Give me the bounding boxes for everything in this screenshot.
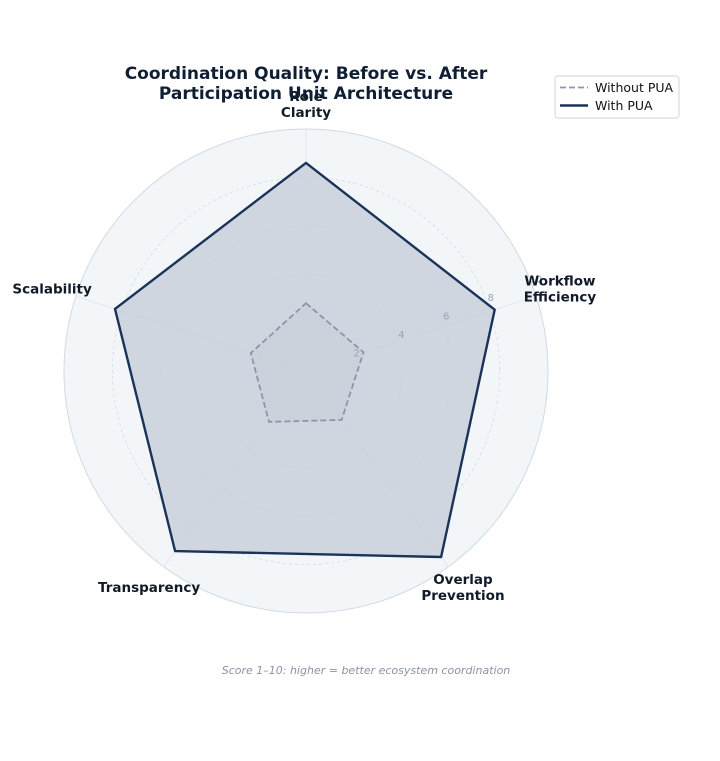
series-fill-with-pua: [115, 162, 495, 557]
series-layer: [113, 161, 496, 559]
series-line-with-pua: [113, 161, 496, 559]
tick-labels: 2 4 6 8 10: [354, 274, 542, 359]
axis-label-workflow-efficiency: Workflow Efficiency: [524, 273, 597, 305]
axis-label-transparency: Transparency: [98, 580, 200, 596]
series-line-without-pua: [249, 302, 365, 423]
axis-label-role-clarity: Role Clarity: [281, 89, 331, 121]
tick-label-2: 2: [354, 348, 360, 359]
chart-footnote: Score 1–10: higher = better ecosystem co…: [222, 664, 511, 677]
chart-title: Coordination Quality: Before vs. After Pa…: [125, 64, 488, 104]
tick-label-6: 6: [443, 311, 449, 322]
legend-box: [554, 75, 680, 119]
tick-label-10: 10: [529, 274, 542, 285]
grid-circle-8: [111, 176, 501, 566]
axis-labels: Role Clarity Workflow Efficiency Overlap Prev…: [12, 89, 596, 604]
axis-label-overlap-prevention: Overlap Prevention: [421, 572, 504, 604]
legend-label-without-pua: Without PUA: [595, 80, 674, 95]
legend: Without PUA With PUA: [554, 75, 680, 119]
tick-label-4: 4: [398, 330, 404, 341]
axis-label-scalability: Scalability: [12, 281, 92, 297]
legend-label-with-pua: With PUA: [595, 98, 653, 113]
tick-label-8: 8: [488, 293, 494, 304]
